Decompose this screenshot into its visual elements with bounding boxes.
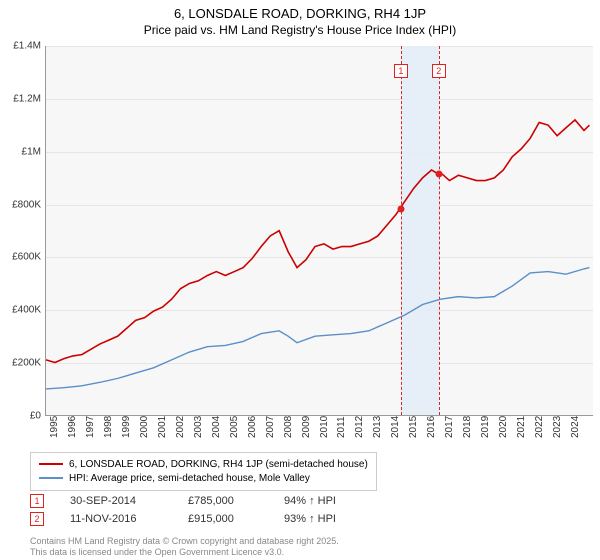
legend-item: 6, LONSDALE ROAD, DORKING, RH4 1JP (semi… [39, 457, 368, 471]
chart-subtitle: Price paid vs. HM Land Registry's House … [0, 23, 600, 37]
x-tick-label: 2014 [390, 416, 401, 438]
y-tick-label: £400K [1, 305, 41, 316]
chart-marker-dot [397, 205, 404, 212]
transaction-date: 11-NOV-2016 [70, 513, 162, 525]
line-series [46, 46, 593, 415]
x-tick-label: 2020 [498, 416, 509, 438]
y-tick-label: £1.2M [1, 93, 41, 104]
chart-marker-label: 1 [394, 64, 408, 78]
y-tick-label: £1M [1, 146, 41, 157]
legend-label: HPI: Average price, semi-detached house,… [69, 473, 310, 484]
transaction-price: £915,000 [188, 513, 258, 525]
x-tick-label: 2017 [444, 416, 455, 438]
x-tick-label: 1998 [103, 416, 114, 438]
transaction-table: 1 30-SEP-2014 £785,000 94% ↑ HPI 2 11-NOV-201… [30, 492, 364, 528]
footer-line2: This data is licensed under the Open Gov… [30, 547, 339, 558]
transaction-marker: 1 [30, 494, 44, 508]
y-tick-label: £200K [1, 358, 41, 369]
series-line [46, 120, 589, 363]
transaction-hpi: 93% ↑ HPI [284, 513, 364, 525]
legend-swatch [39, 477, 63, 479]
x-tick-label: 2005 [229, 416, 240, 438]
x-tick-label: 2018 [462, 416, 473, 438]
x-tick-label: 2008 [283, 416, 294, 438]
x-tick-label: 2012 [354, 416, 365, 438]
transaction-marker: 2 [30, 512, 44, 526]
transaction-row: 1 30-SEP-2014 £785,000 94% ↑ HPI [30, 492, 364, 510]
transaction-date: 30-SEP-2014 [70, 495, 162, 507]
x-tick-label: 2011 [336, 416, 347, 438]
x-tick-label: 2016 [426, 416, 437, 438]
x-tick-label: 2015 [408, 416, 419, 438]
legend-label: 6, LONSDALE ROAD, DORKING, RH4 1JP (semi… [69, 459, 368, 470]
x-tick-label: 2013 [372, 416, 383, 438]
legend-item: HPI: Average price, semi-detached house,… [39, 471, 368, 485]
chart-marker-label: 2 [432, 64, 446, 78]
x-tick-label: 2024 [570, 416, 581, 438]
footer: Contains HM Land Registry data © Crown c… [30, 536, 339, 559]
y-tick-label: £600K [1, 252, 41, 263]
x-tick-label: 2003 [193, 416, 204, 438]
chart-area: 12 £0£200K£400K£600K£800K£1M£1.2M£1.4M 1… [45, 46, 593, 416]
x-tick-label: 2004 [211, 416, 222, 438]
transaction-price: £785,000 [188, 495, 258, 507]
x-tick-label: 1999 [121, 416, 132, 438]
x-tick-label: 2022 [534, 416, 545, 438]
legend: 6, LONSDALE ROAD, DORKING, RH4 1JP (semi… [30, 452, 377, 491]
x-tick-label: 1997 [85, 416, 96, 438]
x-tick-label: 2009 [301, 416, 312, 438]
y-tick-label: £0 [1, 411, 41, 422]
chart-title: 6, LONSDALE ROAD, DORKING, RH4 1JP [0, 6, 600, 21]
legend-swatch [39, 463, 63, 465]
footer-line1: Contains HM Land Registry data © Crown c… [30, 536, 339, 547]
x-tick-label: 2023 [552, 416, 563, 438]
x-tick-label: 1996 [67, 416, 78, 438]
x-tick-label: 2010 [319, 416, 330, 438]
x-tick-label: 2000 [139, 416, 150, 438]
x-tick-label: 2019 [480, 416, 491, 438]
x-tick-label: 2001 [157, 416, 168, 438]
x-tick-label: 1995 [49, 416, 60, 438]
x-tick-label: 2007 [265, 416, 276, 438]
transaction-hpi: 94% ↑ HPI [284, 495, 364, 507]
x-tick-label: 2021 [516, 416, 527, 438]
x-tick-label: 2006 [247, 416, 258, 438]
chart-marker-dot [435, 171, 442, 178]
transaction-row: 2 11-NOV-2016 £915,000 93% ↑ HPI [30, 510, 364, 528]
x-tick-label: 2002 [175, 416, 186, 438]
y-tick-label: £800K [1, 199, 41, 210]
y-tick-label: £1.4M [1, 41, 41, 52]
